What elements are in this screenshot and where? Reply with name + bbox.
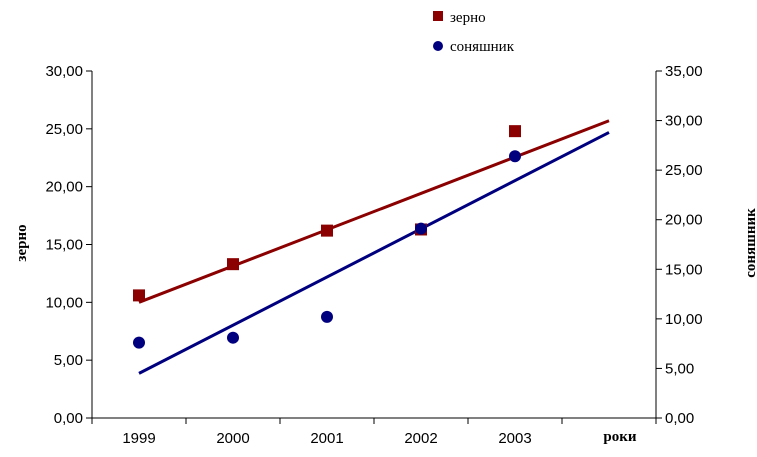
y-tick-label-right: 5,00 <box>665 360 694 377</box>
data-point-series-2 <box>133 336 145 349</box>
x-tick-label: 2000 <box>216 430 249 447</box>
data-points <box>133 125 521 349</box>
data-point-series-1 <box>321 224 333 237</box>
y-tick-label-left: 15,00 <box>45 237 83 254</box>
x-tick-label: 1999 <box>122 430 155 447</box>
x-tick-label: 2002 <box>404 430 437 447</box>
y-axis-title-right: соняшник <box>743 208 757 278</box>
tick-labels: 0,00 5,00 10,00 15,00 20,00 25,00 30,00 0,00 5,0… <box>45 63 702 447</box>
data-point-series-1 <box>509 125 521 138</box>
legend-marker-series-2 <box>433 41 443 51</box>
y-tick-label-right: 30,00 <box>665 113 703 130</box>
axes <box>86 70 662 424</box>
y-tick-label-left: 0,00 <box>54 410 83 427</box>
y-tick-label-left: 20,00 <box>45 179 83 196</box>
legend-marker-series-1 <box>433 11 443 21</box>
y-tick-label-right: 0,00 <box>665 410 694 427</box>
x-axis-title: роки <box>603 429 636 445</box>
legend-label-series-1: зерно <box>450 10 486 26</box>
data-point-series-1 <box>227 258 239 271</box>
y-tick-label-right: 25,00 <box>665 162 703 179</box>
y-tick-label-right: 20,00 <box>665 212 703 229</box>
y-tick-label-left: 5,00 <box>54 352 83 369</box>
data-point-series-2 <box>227 331 239 344</box>
data-point-series-2 <box>509 150 521 163</box>
y-tick-label-left: 30,00 <box>45 63 83 80</box>
legend-label-series-2: соняшник <box>450 39 515 55</box>
x-tick-label: 2001 <box>310 430 343 447</box>
trendline-series-2 <box>138 131 610 375</box>
y-tick-label-left: 25,00 <box>45 121 83 138</box>
y-tick-label-left: 10,00 <box>45 294 83 311</box>
legend: зерно соняшник <box>433 10 515 55</box>
trendlines <box>138 119 610 375</box>
data-point-series-2 <box>321 310 333 323</box>
y-tick-label-right: 10,00 <box>665 311 703 328</box>
trendline-series-1 <box>138 119 610 304</box>
data-point-series-2 <box>415 222 427 235</box>
data-point-series-1 <box>133 289 145 302</box>
y-tick-label-right: 15,00 <box>665 261 703 278</box>
y-axis-title-left: зерно <box>14 224 30 261</box>
y-tick-label-right: 35,00 <box>665 63 703 80</box>
x-tick-label: 2003 <box>498 430 531 447</box>
